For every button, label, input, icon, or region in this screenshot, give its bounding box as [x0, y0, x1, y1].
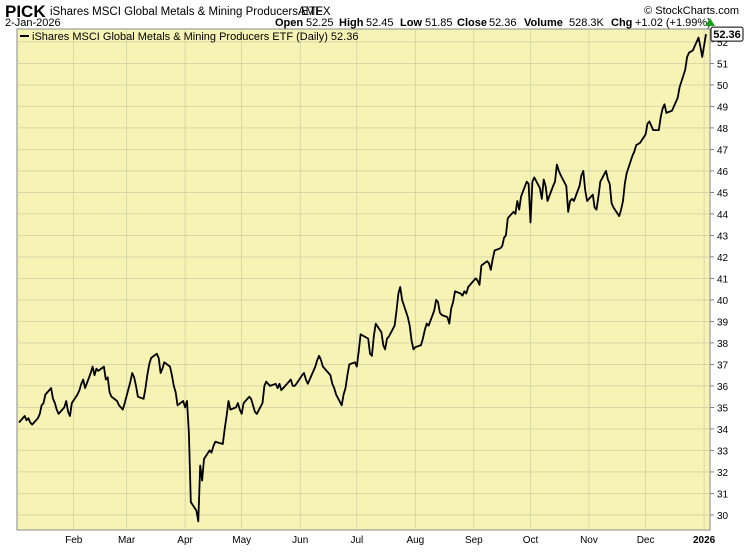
grid-lines	[17, 29, 710, 530]
y-tick-label: 45	[717, 188, 729, 199]
y-tick-label: 50	[717, 81, 729, 92]
volume-value: 528.3K	[569, 17, 605, 29]
open-label: Open	[275, 17, 303, 29]
y-tick-label: 49	[717, 102, 729, 113]
y-tick-label: 44	[717, 210, 729, 221]
y-tick-label: 48	[717, 124, 729, 135]
y-tick-label: 40	[717, 296, 729, 307]
y-tick-label: 33	[717, 446, 729, 457]
y-tick-label: 43	[717, 231, 729, 242]
high-label: High	[339, 17, 364, 29]
y-tick-label: 37	[717, 360, 729, 371]
y-tick-label: 51	[717, 59, 729, 70]
security-name: iShares MSCI Global Metals & Mining Prod…	[50, 6, 323, 18]
ticker-symbol: PICK	[5, 2, 46, 21]
y-tick-label: 46	[717, 167, 729, 178]
x-tick-label: Oct	[523, 535, 539, 546]
high-value: 52.45	[366, 17, 394, 29]
x-tick-label: 2026	[693, 535, 716, 546]
x-axis: Feb Mar Apr May Jun Jul Aug Sep Oct Nov Dec 2026	[65, 535, 716, 546]
y-tick-label: 35	[717, 403, 729, 414]
x-tick-label: Dec	[637, 535, 655, 546]
y-tick-label: 32	[717, 468, 729, 479]
y-tick-label: 30	[717, 511, 729, 522]
legend-entry: iShares MSCI Global Metals & Mining Prod…	[32, 31, 358, 43]
open-value: 52.25	[306, 17, 334, 29]
y-tick-label: 38	[717, 339, 729, 350]
up-arrow-icon	[705, 18, 715, 26]
quote-date: 2-Jan-2026	[5, 17, 61, 29]
y-tick-label: 47	[717, 145, 729, 156]
x-tick-label: Nov	[580, 535, 598, 546]
y-tick-label: 39	[717, 317, 729, 328]
x-tick-label: Aug	[406, 535, 424, 546]
y-tick-label: 42	[717, 253, 729, 264]
change-label: Chg	[611, 17, 632, 29]
x-tick-label: Jul	[350, 535, 363, 546]
y-tick-label: 52	[717, 38, 729, 49]
y-axis: 30 31 32 33 34 35 36 37 38 39 40 41 42 43 44 45 46 47 48 49…	[710, 38, 729, 522]
exchange-label: AMEX	[298, 6, 331, 18]
stockcharts-watermark: © StockCharts.com	[644, 5, 739, 17]
close-label: Close	[457, 17, 487, 29]
x-tick-label: May	[232, 535, 251, 546]
last-value-badge-text: 52.36	[713, 29, 741, 41]
close-value: 52.36	[489, 17, 517, 29]
y-tick-label: 31	[717, 489, 729, 500]
x-tick-label: Jun	[292, 535, 308, 546]
x-tick-label: Mar	[118, 535, 136, 546]
low-label: Low	[400, 17, 422, 29]
x-tick-label: Sep	[465, 535, 483, 546]
change-value: +1.02 (+1.99%)	[635, 17, 711, 29]
x-tick-label: Apr	[177, 535, 193, 546]
y-tick-label: 41	[717, 274, 729, 285]
last-value-badge	[710, 26, 744, 42]
y-tick-label: 36	[717, 382, 729, 393]
plot-area	[16, 28, 711, 531]
volume-label: Volume	[524, 17, 563, 29]
price-series-line	[18, 34, 707, 523]
x-tick-label: Feb	[65, 535, 83, 546]
low-value: 51.85	[425, 17, 453, 29]
y-tick-label: 34	[717, 425, 729, 436]
